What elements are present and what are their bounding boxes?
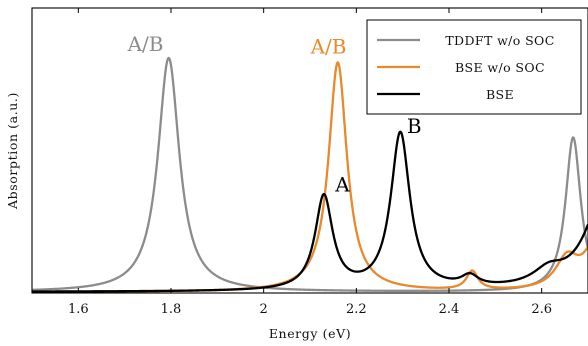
legend: TDDFT w/o SOC BSE w/o SOC BSE: [366, 19, 582, 115]
x-axis-ticks: 1.6 1.8 2 2.2 2.4 2.6: [68, 8, 552, 317]
legend-label-bse-no-soc: BSE w/o SOC: [455, 60, 545, 75]
curves-layer: [32, 56, 588, 293]
legend-label-tddft: TDDFT w/o SOC: [445, 33, 554, 48]
x-tick-label: 1.6: [68, 302, 89, 317]
x-tick-label: 2: [260, 302, 268, 317]
series-line-tddft-w-o-soc: [32, 56, 588, 292]
peak-label: A: [334, 172, 350, 196]
x-tick-label: 2.2: [346, 302, 367, 317]
legend-label-bse: BSE: [486, 87, 514, 102]
peak-label: A/B: [127, 32, 164, 56]
series-line-bse: [32, 130, 588, 293]
y-axis-title: Absorption (a.u.): [5, 92, 20, 210]
peak-label: B: [407, 114, 422, 138]
plot-frame: [31, 7, 588, 294]
x-tick-label: 1.8: [161, 302, 182, 317]
x-tick-label: 2.6: [531, 302, 552, 317]
peak-label: A/B: [310, 34, 347, 58]
x-axis-title: Energy (eV): [269, 326, 351, 341]
peak-annotations: A/B A/B A B: [127, 32, 422, 196]
x-tick-label: 2.4: [439, 302, 460, 317]
